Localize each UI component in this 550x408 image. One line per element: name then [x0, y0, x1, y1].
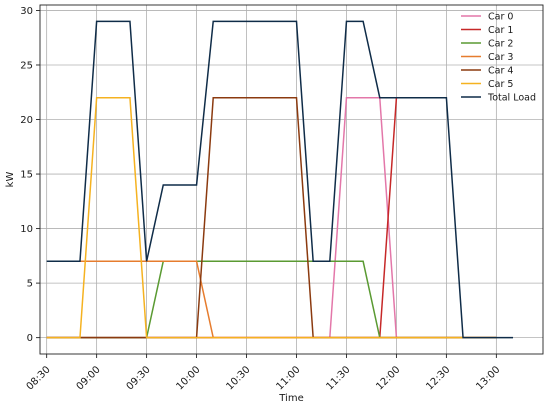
- y-axis: 0 5 10 15 20 25 30: [20, 6, 40, 344]
- y-tick-label: 5: [27, 279, 33, 290]
- y-tick-label: 25: [20, 60, 33, 71]
- grid: [40, 5, 543, 354]
- y-tick-label: 15: [20, 170, 33, 181]
- y-tick-label: 20: [20, 115, 33, 126]
- y-tick-label: 0: [27, 333, 33, 344]
- series-line-5: [46, 96, 497, 339]
- legend: Car 0 Car 1 Car 2 Car 3 Car 4 Car 5 Total Load: [461, 12, 536, 104]
- legend-label: Car 3: [488, 52, 513, 63]
- legend-label: Car 2: [488, 39, 513, 50]
- y-tick-label: 30: [20, 6, 33, 17]
- legend-label: Car 5: [488, 79, 513, 90]
- series-line-6: [46, 20, 514, 339]
- legend-label: Car 1: [488, 25, 513, 36]
- series-lines: [46, 20, 514, 339]
- plot-frame: [39, 4, 544, 355]
- y-tick-label: 10: [20, 224, 33, 235]
- y-axis-label: kW: [5, 172, 16, 188]
- legend-label: Car 0: [488, 12, 513, 23]
- x-axis-label: Time: [278, 393, 303, 404]
- legend-label: Total Load: [487, 93, 536, 104]
- legend-label: Car 4: [488, 66, 513, 77]
